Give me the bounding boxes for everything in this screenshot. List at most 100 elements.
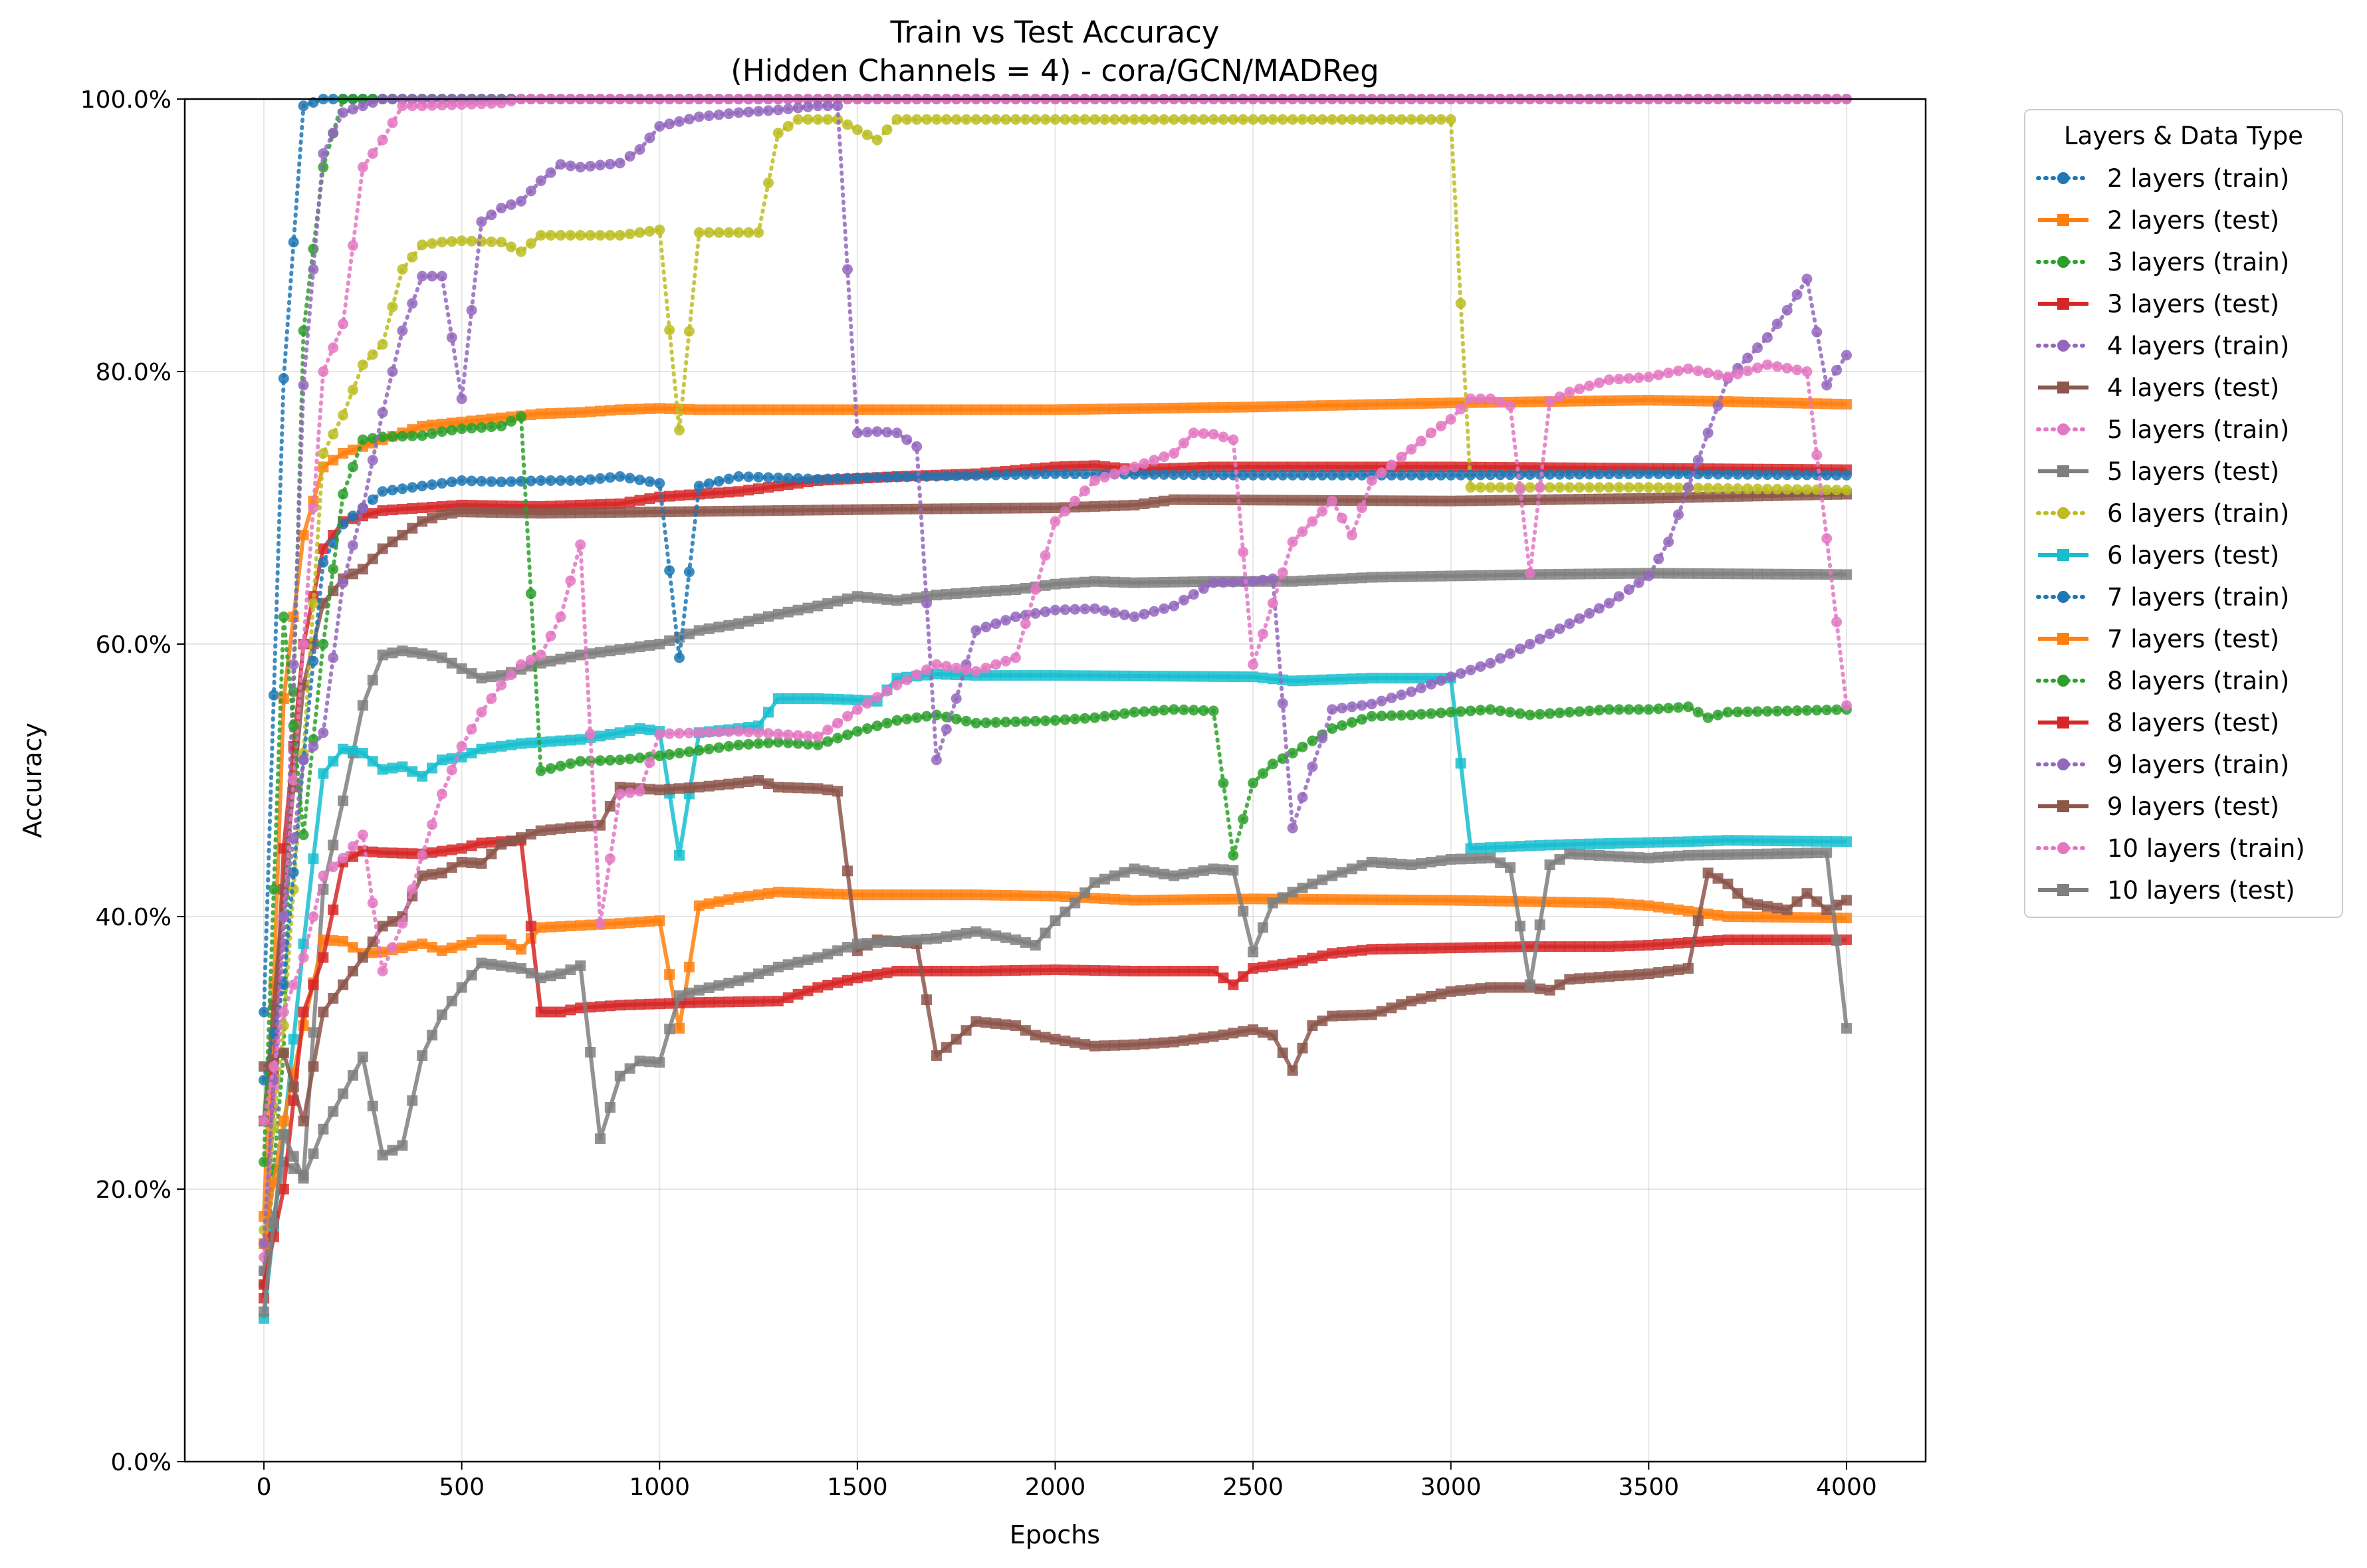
- data-point: [1119, 708, 1130, 719]
- data-point: [535, 230, 546, 241]
- data-point: [802, 602, 814, 614]
- data-point: [1801, 705, 1813, 716]
- data-point: [1139, 865, 1150, 876]
- data-point: [417, 1050, 428, 1062]
- data-point: [812, 693, 824, 704]
- data-point: [674, 490, 685, 501]
- data-point: [466, 840, 477, 851]
- data-point: [1267, 469, 1278, 481]
- data-point: [535, 408, 546, 419]
- data-point: [1406, 996, 1417, 1007]
- data-point: [1198, 894, 1209, 905]
- data-point: [1050, 915, 1061, 927]
- data-point: [1475, 393, 1486, 404]
- data-point: [1060, 891, 1071, 903]
- data-point: [901, 404, 913, 415]
- data-point: [1267, 573, 1278, 584]
- data-point: [565, 964, 576, 975]
- data-point: [1712, 849, 1724, 860]
- data-point: [1099, 114, 1110, 125]
- data-point: [1623, 838, 1634, 849]
- data-point: [1416, 943, 1427, 954]
- data-point: [693, 404, 705, 415]
- data-point: [1761, 483, 1773, 495]
- data-point: [1712, 935, 1724, 946]
- data-point: [1119, 500, 1130, 511]
- data-point: [476, 838, 487, 849]
- data-point: [1831, 469, 1843, 481]
- data-point: [1475, 942, 1486, 953]
- chart-title: Train vs Test Accuracy: [889, 15, 1219, 50]
- data-point: [743, 616, 754, 627]
- data-point: [931, 966, 942, 976]
- data-point: [278, 911, 289, 922]
- data-point: [881, 594, 893, 605]
- data-point: [397, 645, 408, 657]
- data-point: [1425, 990, 1436, 1002]
- data-point: [357, 359, 368, 370]
- data-point: [1129, 461, 1140, 473]
- data-point: [1613, 704, 1625, 715]
- data-point: [871, 691, 883, 703]
- data-point: [1455, 853, 1466, 865]
- data-point: [1554, 482, 1565, 493]
- data-point: [1791, 397, 1803, 409]
- data-point: [1327, 704, 1338, 715]
- data-point: [338, 409, 349, 421]
- data-point: [1149, 1038, 1160, 1049]
- data-point: [1445, 397, 1456, 409]
- data-point: [723, 977, 734, 988]
- data-point: [674, 990, 685, 1001]
- data-point: [1337, 495, 1348, 506]
- data-point: [674, 728, 685, 739]
- data-point: [535, 1006, 546, 1018]
- data-point: [1218, 469, 1229, 481]
- legend-box: [2024, 109, 2343, 918]
- data-point: [693, 984, 705, 996]
- data-point: [772, 693, 784, 704]
- data-point: [832, 889, 844, 900]
- data-point: [762, 404, 774, 415]
- data-point: [1109, 1040, 1120, 1051]
- data-point: [555, 735, 566, 746]
- data-point: [1079, 485, 1091, 497]
- data-point: [851, 939, 863, 949]
- data-point: [1682, 482, 1694, 493]
- data-point: [1287, 957, 1298, 968]
- data-point: [1732, 491, 1744, 502]
- data-point: [486, 742, 497, 753]
- data-point: [1692, 469, 1704, 480]
- data-point: [436, 418, 447, 429]
- data-point: [397, 431, 408, 442]
- data-point: [782, 693, 794, 704]
- data-point: [1218, 495, 1229, 506]
- data-point: [1178, 704, 1189, 715]
- y-tick-label: 0.0%: [111, 1449, 171, 1476]
- data-point: [1702, 568, 1714, 580]
- data-point: [733, 471, 744, 482]
- data-point: [1356, 945, 1367, 956]
- data-point: [901, 503, 913, 514]
- data-point: [1317, 461, 1328, 473]
- data-point: [1593, 941, 1605, 952]
- data-point: [575, 960, 586, 971]
- data-point: [436, 501, 447, 512]
- data-point: [1139, 458, 1150, 469]
- data-point: [1159, 894, 1170, 905]
- data-point: [1761, 934, 1773, 945]
- data-point: [535, 475, 546, 486]
- data-point: [1208, 402, 1219, 413]
- data-point: [802, 473, 814, 485]
- data-point: [1801, 366, 1813, 377]
- data-point: [298, 325, 309, 336]
- data-point: [1406, 114, 1417, 125]
- data-point: [1218, 114, 1229, 125]
- data-point: [525, 185, 536, 197]
- data-point: [585, 919, 596, 931]
- data-point: [733, 739, 744, 750]
- data-point: [318, 543, 329, 554]
- data-point: [1524, 568, 1535, 579]
- data-point: [515, 411, 526, 422]
- data-point: [713, 996, 725, 1008]
- data-point: [1208, 671, 1219, 682]
